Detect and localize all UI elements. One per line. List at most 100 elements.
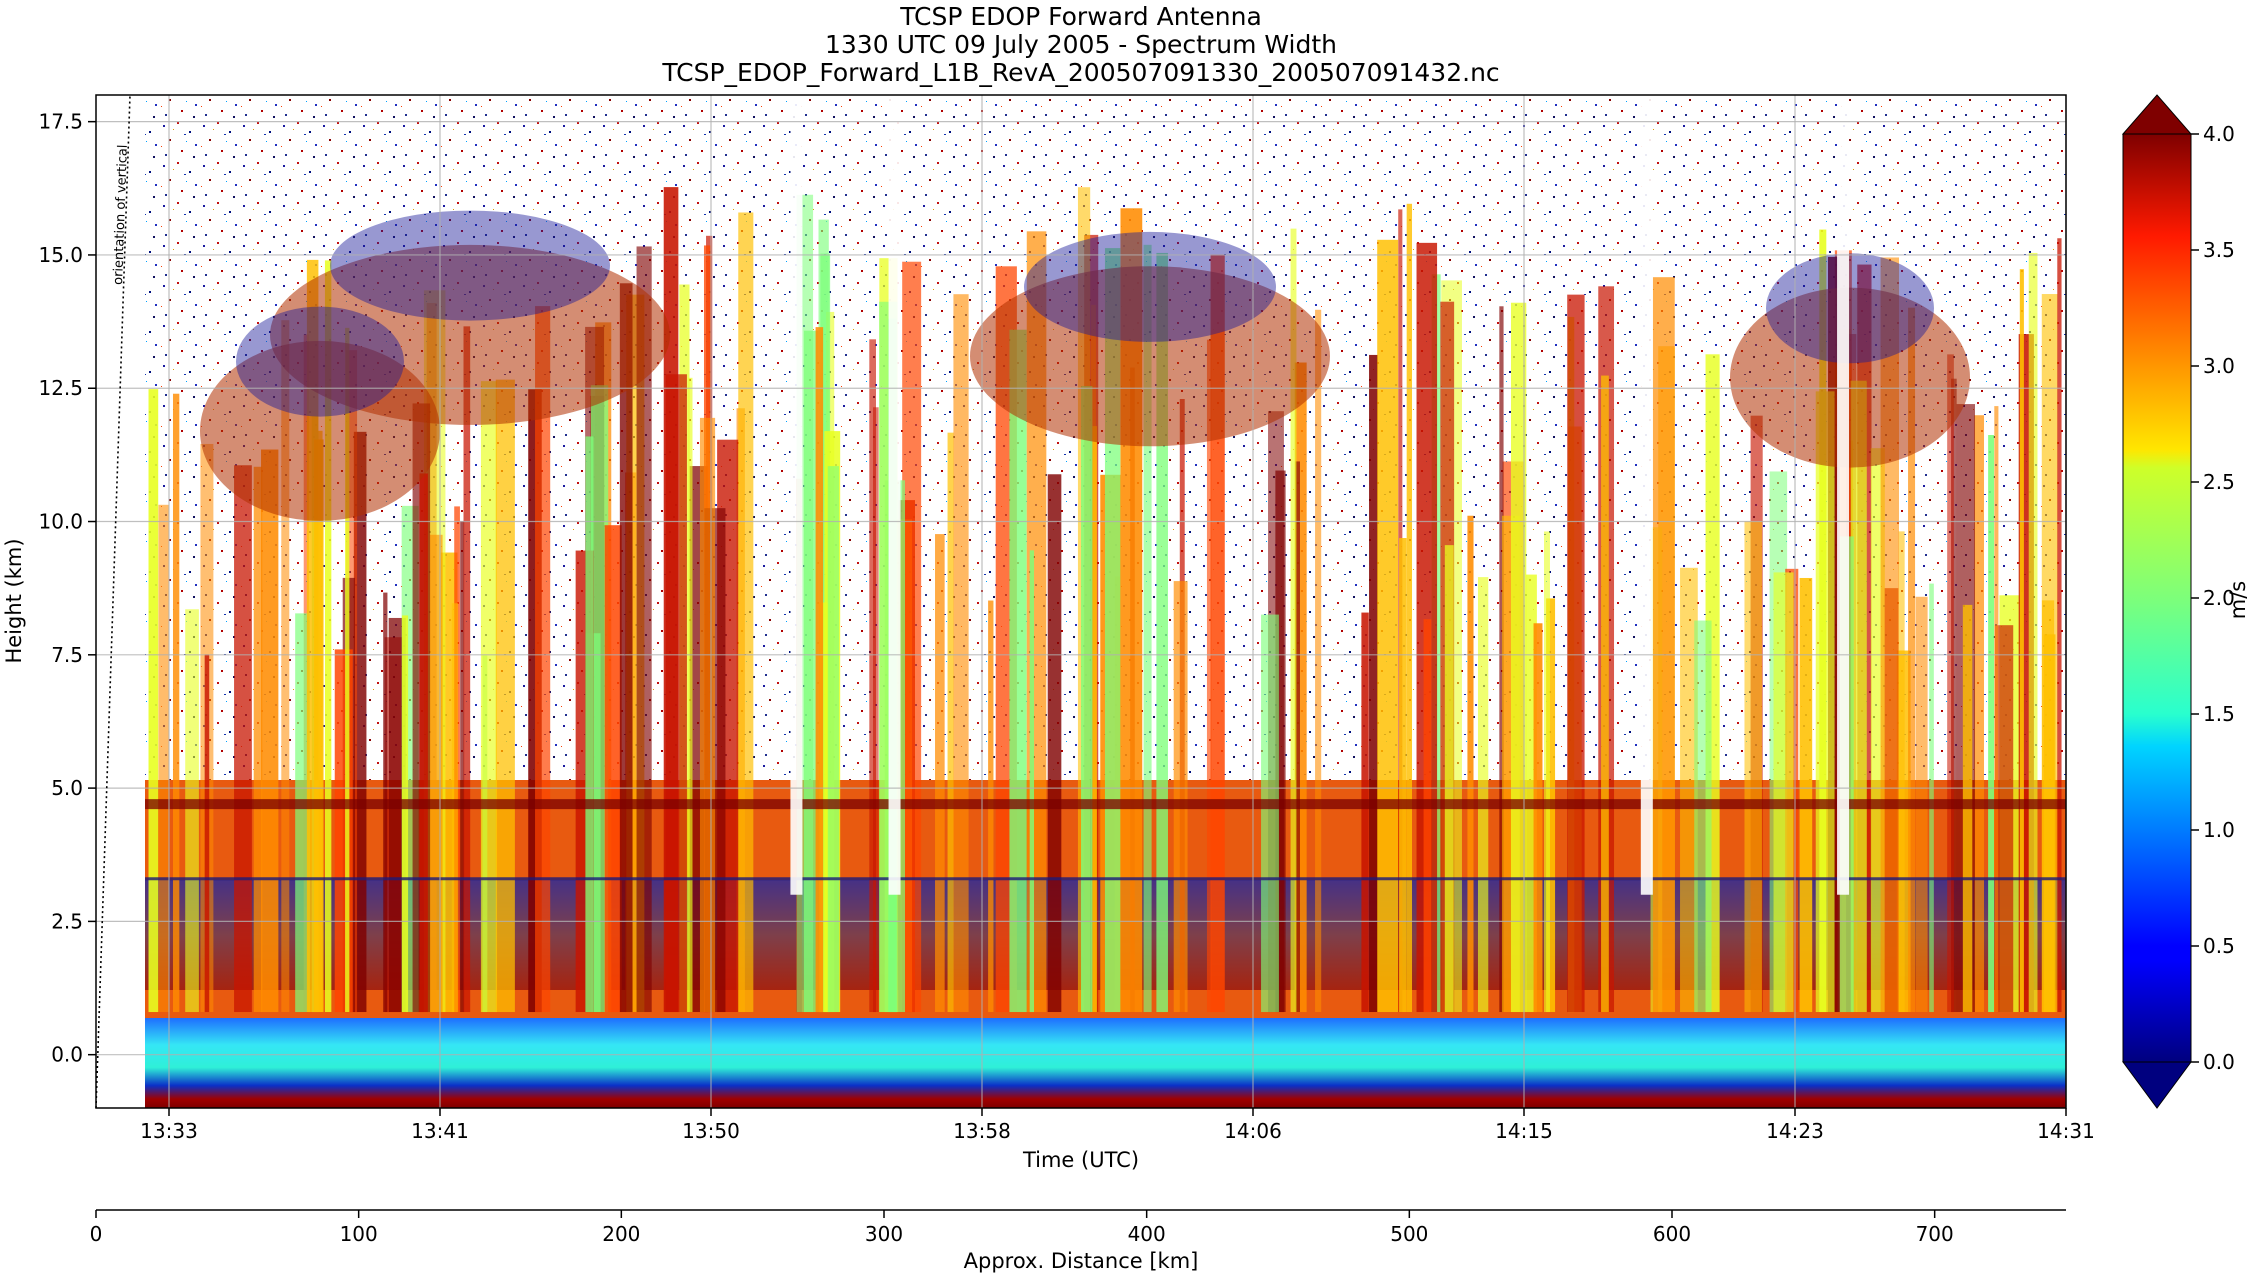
echo-plume xyxy=(1173,581,1188,1013)
echo-plume xyxy=(463,326,471,1013)
colorbar-tick-label: 3.0 xyxy=(2203,354,2235,378)
echo-plume xyxy=(1525,574,1537,1013)
colorbar-gradient xyxy=(2122,133,2192,1063)
echo-plume xyxy=(1377,239,1399,1013)
echo-plume xyxy=(2057,238,2062,1013)
echo-plume xyxy=(1156,252,1168,1013)
x2-tick-label: 700 xyxy=(1916,1222,1954,1246)
echo-plume xyxy=(1406,203,1413,1013)
echo-plume xyxy=(388,617,406,1013)
x-axis-label: Time (UTC) xyxy=(1022,1148,1139,1172)
echo-plume xyxy=(1533,623,1543,1013)
colorbar-tick-label: 2.5 xyxy=(2203,470,2235,494)
echo-plume xyxy=(585,436,594,1013)
x2-tick-label: 600 xyxy=(1653,1222,1691,1246)
plot-area: orientation of vertical xyxy=(95,94,2067,1109)
x-tick-label: 13:50 xyxy=(682,1119,740,1143)
echo-plume xyxy=(1290,228,1297,1013)
colorbar-tick-label: 1.0 xyxy=(2203,818,2235,842)
echo-plume xyxy=(253,466,263,1013)
data-gap xyxy=(888,95,901,895)
echo-plume xyxy=(281,320,290,1013)
echo-plume xyxy=(869,339,876,1013)
echo-plume xyxy=(314,439,324,1013)
colorbar-ticks: 0.0 0.5 1.0 1.5 2.0 2.5 3.0 3.5 4.0 xyxy=(2191,122,2235,1074)
x-tick-label: 13:33 xyxy=(140,1119,198,1143)
anvil-cloud xyxy=(1730,287,1970,468)
echo-plume xyxy=(604,525,622,1013)
echo-plume xyxy=(1994,406,1999,1013)
echo-plume xyxy=(738,212,754,1013)
echo-plume xyxy=(953,294,969,1013)
echo-plume xyxy=(234,465,252,1013)
echo-plume xyxy=(1898,531,1905,1013)
echo-plume xyxy=(1444,545,1454,1013)
title-line-3: TCSP_EDOP_Forward_L1B_RevA_200507091330_… xyxy=(661,58,1499,87)
x2-axis-label: Approx. Distance [km] xyxy=(964,1249,1199,1273)
echo-plume xyxy=(1850,380,1867,1013)
echo-plume xyxy=(1294,362,1307,1013)
echo-plume xyxy=(480,381,498,1013)
colorbar-tick-label: 4.0 xyxy=(2203,122,2235,146)
radar-image xyxy=(145,95,2066,1108)
x2-tick-label: 400 xyxy=(1128,1222,1166,1246)
echo-plume xyxy=(827,466,840,1013)
echo-plume xyxy=(688,377,693,1013)
echo-plume xyxy=(1510,302,1527,1013)
y-tick-label: 10.0 xyxy=(38,510,83,534)
echo-plume xyxy=(430,534,443,1013)
echo-plume xyxy=(1601,375,1609,1013)
anvil-edge xyxy=(236,306,404,417)
colorbar-extend-min xyxy=(2122,1061,2192,1109)
orientation-annotation: orientation of vertical xyxy=(111,144,131,285)
x2-axis: 0 100 200 300 400 500 600 700 xyxy=(90,1210,1954,1246)
colorbar: 0.0 0.5 1.0 1.5 2.0 2.5 3.0 3.5 4.0 m/s xyxy=(2121,94,2250,1109)
echo-plume xyxy=(158,504,169,1013)
grid-lines xyxy=(96,95,2067,1108)
echo-plume xyxy=(1947,354,1954,1013)
echo-plume xyxy=(1694,620,1712,1013)
echo-plume xyxy=(2043,634,2056,1013)
echo-plume xyxy=(1295,461,1300,1013)
anvil-edge xyxy=(330,210,610,321)
echo-plume xyxy=(1499,306,1504,1013)
x-tick-label: 14:23 xyxy=(1766,1119,1824,1143)
echo-plume xyxy=(460,521,465,1013)
data-gap xyxy=(1837,95,1850,895)
y-tick-label: 7.5 xyxy=(51,643,83,667)
echo-plume xyxy=(401,615,409,1013)
echo-plume xyxy=(1143,244,1152,1013)
colorbar-tick-label: 0.5 xyxy=(2203,934,2235,958)
y-tick-label: 17.5 xyxy=(38,110,83,134)
echo-plume xyxy=(1680,567,1698,1013)
echo-plume xyxy=(1029,550,1035,1013)
echo-plume xyxy=(148,389,159,1013)
echo-plume xyxy=(1988,435,1995,1013)
anvil-edge xyxy=(1024,231,1276,342)
echo-plume xyxy=(535,306,551,1013)
x2-tick-label: 300 xyxy=(865,1222,903,1246)
echo-plume xyxy=(902,261,922,1013)
x2-tick-label: 500 xyxy=(1390,1222,1428,1246)
echo-plume xyxy=(1315,309,1322,1013)
anvil-edge xyxy=(1766,253,1934,364)
title-line-1: TCSP EDOP Forward Antenna xyxy=(899,2,1262,31)
echo-plume xyxy=(1423,619,1432,1013)
echo-plume xyxy=(699,417,716,1013)
x-tick-label: 14:15 xyxy=(1495,1119,1553,1143)
echo-plume xyxy=(1047,474,1062,1013)
echo-plume xyxy=(1210,254,1225,1013)
echo-plume xyxy=(334,649,353,1013)
y-tick-label: 2.5 xyxy=(51,909,83,933)
echo-plume xyxy=(1206,339,1212,1013)
echo-plume xyxy=(1081,386,1093,1013)
x-tick-label: 13:41 xyxy=(411,1119,469,1143)
data-gaps xyxy=(790,95,1850,895)
echo-plume xyxy=(1815,391,1835,1013)
echo-plume xyxy=(1908,307,1916,1013)
echo-plume xyxy=(1369,354,1378,1013)
plot-frame xyxy=(95,94,2067,1109)
colorbar-tick-label: 0.0 xyxy=(2203,1050,2235,1074)
x-tick-label: 13:58 xyxy=(953,1119,1011,1143)
echo-plume xyxy=(636,246,652,1013)
